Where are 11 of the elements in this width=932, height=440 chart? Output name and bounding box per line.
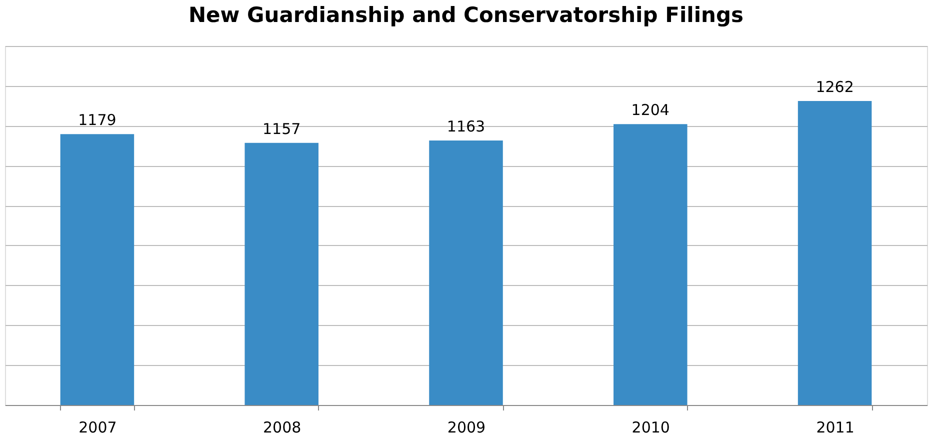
x-tick-label: 2010 (632, 418, 670, 436)
x-tick-label: 2009 (447, 418, 486, 436)
data-label: 1163 (446, 118, 486, 136)
data-label: 1262 (816, 78, 854, 96)
x-tick-label: 2011 (816, 418, 854, 436)
data-label: 1204 (631, 101, 670, 120)
data-label: 1157 (262, 120, 301, 138)
x-tick-label: 2008 (263, 418, 302, 436)
x-tick-label: 2007 (78, 418, 117, 436)
data-label: 1179 (78, 111, 116, 130)
chart-title: New Guardianship and Conservatorship Filings (188, 3, 744, 27)
